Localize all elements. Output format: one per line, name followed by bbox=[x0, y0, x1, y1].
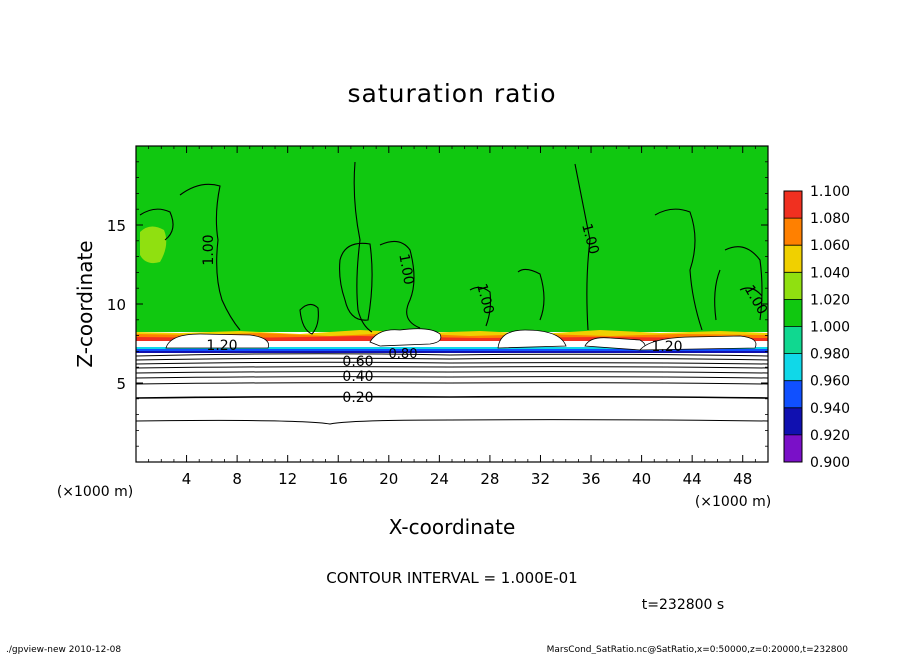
y-tick-label: 10 bbox=[107, 296, 126, 314]
x-tick-label: 44 bbox=[683, 470, 702, 488]
colorbar-swatch bbox=[784, 299, 802, 327]
colorbar-swatch bbox=[784, 380, 802, 408]
contour-label: 1.20 bbox=[206, 338, 237, 354]
contour-label: 1.00 bbox=[395, 253, 416, 286]
footer-right-text: MarsCond_SatRatio.nc@SatRatio,x=0:50000,… bbox=[547, 645, 849, 654]
chart-title: saturation ratio bbox=[347, 79, 556, 108]
colorbar-label: 0.960 bbox=[810, 374, 850, 390]
field-green bbox=[136, 146, 768, 332]
colorbar-swatch bbox=[784, 272, 802, 300]
x-tick-label: 4 bbox=[182, 470, 192, 488]
x-unit-label: (×1000 m) bbox=[695, 494, 771, 510]
colorbar-label: 1.020 bbox=[810, 292, 850, 308]
colorbar-swatch bbox=[784, 245, 802, 273]
cloud-patches bbox=[165, 328, 757, 351]
contours-lower bbox=[136, 353, 768, 425]
plot-area bbox=[136, 146, 768, 462]
colorbar-label: 1.100 bbox=[810, 184, 850, 200]
contour-label: 0.20 bbox=[342, 390, 373, 406]
colorbar-label: 0.940 bbox=[810, 401, 850, 417]
light-green-patch bbox=[140, 226, 167, 264]
x-tick-label: 28 bbox=[480, 470, 499, 488]
x-tick-label: 20 bbox=[379, 470, 398, 488]
contours-upper bbox=[139, 161, 763, 335]
y-tick-label: 5 bbox=[116, 375, 126, 393]
x-tick-label: 36 bbox=[581, 470, 600, 488]
colorbar: 0.900 0.920 0.940 0.960 0.980 1.000 1.020 1.040… bbox=[783, 184, 850, 471]
x-tick-label: 8 bbox=[232, 470, 242, 488]
contour-label: 0.80 bbox=[389, 347, 418, 362]
colorbar-label: 1.080 bbox=[810, 211, 850, 227]
contour-label: 1.00 bbox=[201, 234, 217, 265]
contour-interval-text: CONTOUR INTERVAL = 1.000E-01 bbox=[326, 569, 577, 587]
colorbar-swatch bbox=[784, 218, 802, 246]
time-text: t=232800 s bbox=[642, 597, 724, 613]
contour-label: 1.00 bbox=[578, 222, 602, 256]
contour-label: 1.20 bbox=[651, 339, 682, 355]
contour-label: 1.00 bbox=[473, 282, 497, 316]
contour-label: 0.60 bbox=[342, 354, 373, 370]
colorbar-swatch bbox=[784, 191, 802, 219]
y-tick-label: 15 bbox=[107, 217, 126, 235]
colorbar-label: 0.920 bbox=[810, 428, 850, 444]
colorbar-label: 1.060 bbox=[810, 238, 850, 254]
x-axis-label: X-coordinate bbox=[389, 515, 516, 539]
y-axis-label: Z-coordinate bbox=[73, 240, 97, 367]
colorbar-label: 0.900 bbox=[810, 455, 850, 471]
z-unit-label: (×1000 m) bbox=[57, 484, 133, 500]
x-tick-label: 48 bbox=[733, 470, 752, 488]
x-tick-label: 16 bbox=[329, 470, 348, 488]
x-tick-label: 40 bbox=[632, 470, 651, 488]
x-tick-label: 32 bbox=[531, 470, 550, 488]
colorbar-swatch bbox=[784, 326, 802, 354]
x-axis-ticks: 4 8 12 16 20 24 28 32 36 40 44 48 bbox=[148, 146, 756, 488]
x-tick-label: 24 bbox=[430, 470, 449, 488]
colorbar-label: 1.040 bbox=[810, 265, 850, 281]
band-white-low bbox=[136, 341, 768, 462]
colorbar-swatch bbox=[784, 434, 802, 462]
colorbar-swatch bbox=[784, 407, 802, 435]
colorbar-label: 0.980 bbox=[810, 347, 850, 363]
colorbar-label: 1.000 bbox=[810, 320, 850, 336]
colorbar-swatch bbox=[784, 353, 802, 381]
y-axis-ticks: 5 10 15 bbox=[107, 161, 768, 447]
x-tick-label: 12 bbox=[278, 470, 297, 488]
footer-left-text: ./gpview-new 2010-12-08 bbox=[6, 645, 121, 654]
contour-label: 0.40 bbox=[342, 369, 373, 385]
band-navy bbox=[136, 351, 768, 353]
